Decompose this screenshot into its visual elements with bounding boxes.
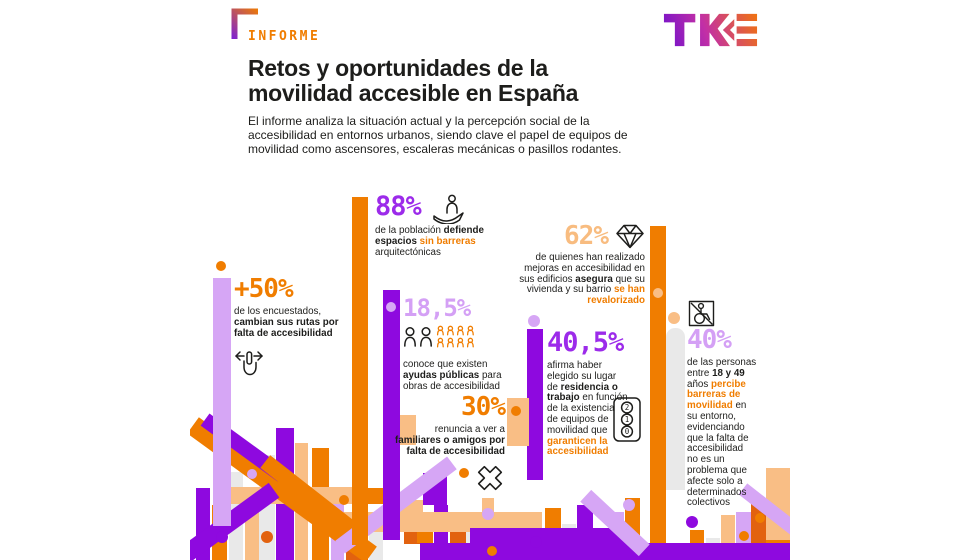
stat-renuncia-value: 30% xyxy=(461,392,506,422)
stat-eleccion-value: 40,5% xyxy=(547,327,624,358)
decoration-dot xyxy=(261,531,273,543)
page-subtitle: El informe analiza la situación actual y… xyxy=(248,114,628,156)
tke-logo xyxy=(663,10,758,55)
decoration-dot xyxy=(339,495,349,505)
decoration-shape xyxy=(400,415,416,445)
decoration-dot xyxy=(511,406,521,416)
decoration-dot xyxy=(653,288,663,298)
decoration-shape xyxy=(420,543,790,560)
decoration-shape xyxy=(213,278,231,526)
corner-bracket-icon xyxy=(231,8,258,44)
stat-barreras-value: 88% xyxy=(375,191,422,222)
stat-revalorizado-value: 62% xyxy=(564,221,609,251)
stat-rutas-value: +50% xyxy=(234,274,294,304)
decoration-shape xyxy=(352,197,368,545)
stat-ayudas: 18,5% conoce que existen ayudas públicas … xyxy=(403,296,538,392)
svg-text:0: 0 xyxy=(625,427,630,436)
stat-revalorizado: 62% de quienes han realizado mejoras en a… xyxy=(505,223,645,307)
report-kicker: INFORME xyxy=(248,29,321,44)
no-wheelchair-icon xyxy=(688,300,715,327)
elevator-buttons-icon: 2 1 0 xyxy=(612,396,642,443)
decoration-shape xyxy=(527,329,543,480)
page-title: Retos y oportunidades de la movilidad ac… xyxy=(248,55,579,106)
stat-rutas-text: de los encuestados, cambian sus rutas por… xyxy=(234,306,339,339)
person-on-hand-icon xyxy=(428,194,466,224)
decoration-dot xyxy=(487,546,497,556)
decoration-shape xyxy=(470,528,632,544)
stat-barreras: 88% de la población defiende espacios sin… xyxy=(375,193,525,258)
decoration-shape xyxy=(383,290,400,540)
decoration-dot xyxy=(459,468,469,478)
decoration-shape xyxy=(666,328,685,490)
decoration-dot xyxy=(755,513,765,523)
decoration-dot xyxy=(530,536,542,548)
decoration-shape xyxy=(507,398,529,446)
decoration-dot xyxy=(216,261,226,271)
decoration-shape xyxy=(650,226,666,543)
decoration-dot xyxy=(739,531,749,541)
stat-percepcion-text: de las personas entre 18 y 49 años percibe… xyxy=(687,357,757,509)
stat-rutas: +50% de los encuestados, cambian sus ruta… xyxy=(234,276,374,384)
diamond-icon xyxy=(615,223,645,250)
decoration-dot xyxy=(686,516,698,528)
decoration-dot xyxy=(668,312,680,324)
stat-percepcion-value: 40% xyxy=(687,325,732,355)
stat-ayudas-value: 18,5% xyxy=(403,294,471,322)
people-group-icon xyxy=(403,324,479,350)
decoration-layer xyxy=(190,0,790,560)
stat-eleccion-text: afirma haber elegido su lugar de residenci… xyxy=(547,360,628,458)
stat-barreras-text: de la población defiende espacios sin bar… xyxy=(375,225,484,258)
stat-ayudas-text: conoce que existen ayudas públicas para ob… xyxy=(403,359,502,392)
decoration-dot xyxy=(528,315,540,327)
stat-eleccion: 40,5% afirma haber elegido su lugar de res… xyxy=(547,329,647,458)
svg-text:2: 2 xyxy=(625,403,630,412)
decoration-dot xyxy=(482,508,494,520)
svg-text:1: 1 xyxy=(625,415,630,424)
decoration-dot xyxy=(623,499,635,511)
stat-revalorizado-text: de quienes han realizado mejoras en acces… xyxy=(519,252,645,307)
stat-percepcion: 40% de las personas entre 18 y 49 años per… xyxy=(687,327,782,509)
decoration-dot xyxy=(386,302,396,312)
stat-renuncia-text: renuncia a ver a familiares o amigos por f… xyxy=(395,424,505,457)
stat-renuncia: 30% renuncia a ver a familiares o amigos … xyxy=(375,392,506,498)
decoration-dot xyxy=(216,531,228,543)
decoration-dot xyxy=(247,469,257,479)
direction-change-hand-icon xyxy=(234,347,264,379)
crossed-x-icon xyxy=(475,463,505,493)
